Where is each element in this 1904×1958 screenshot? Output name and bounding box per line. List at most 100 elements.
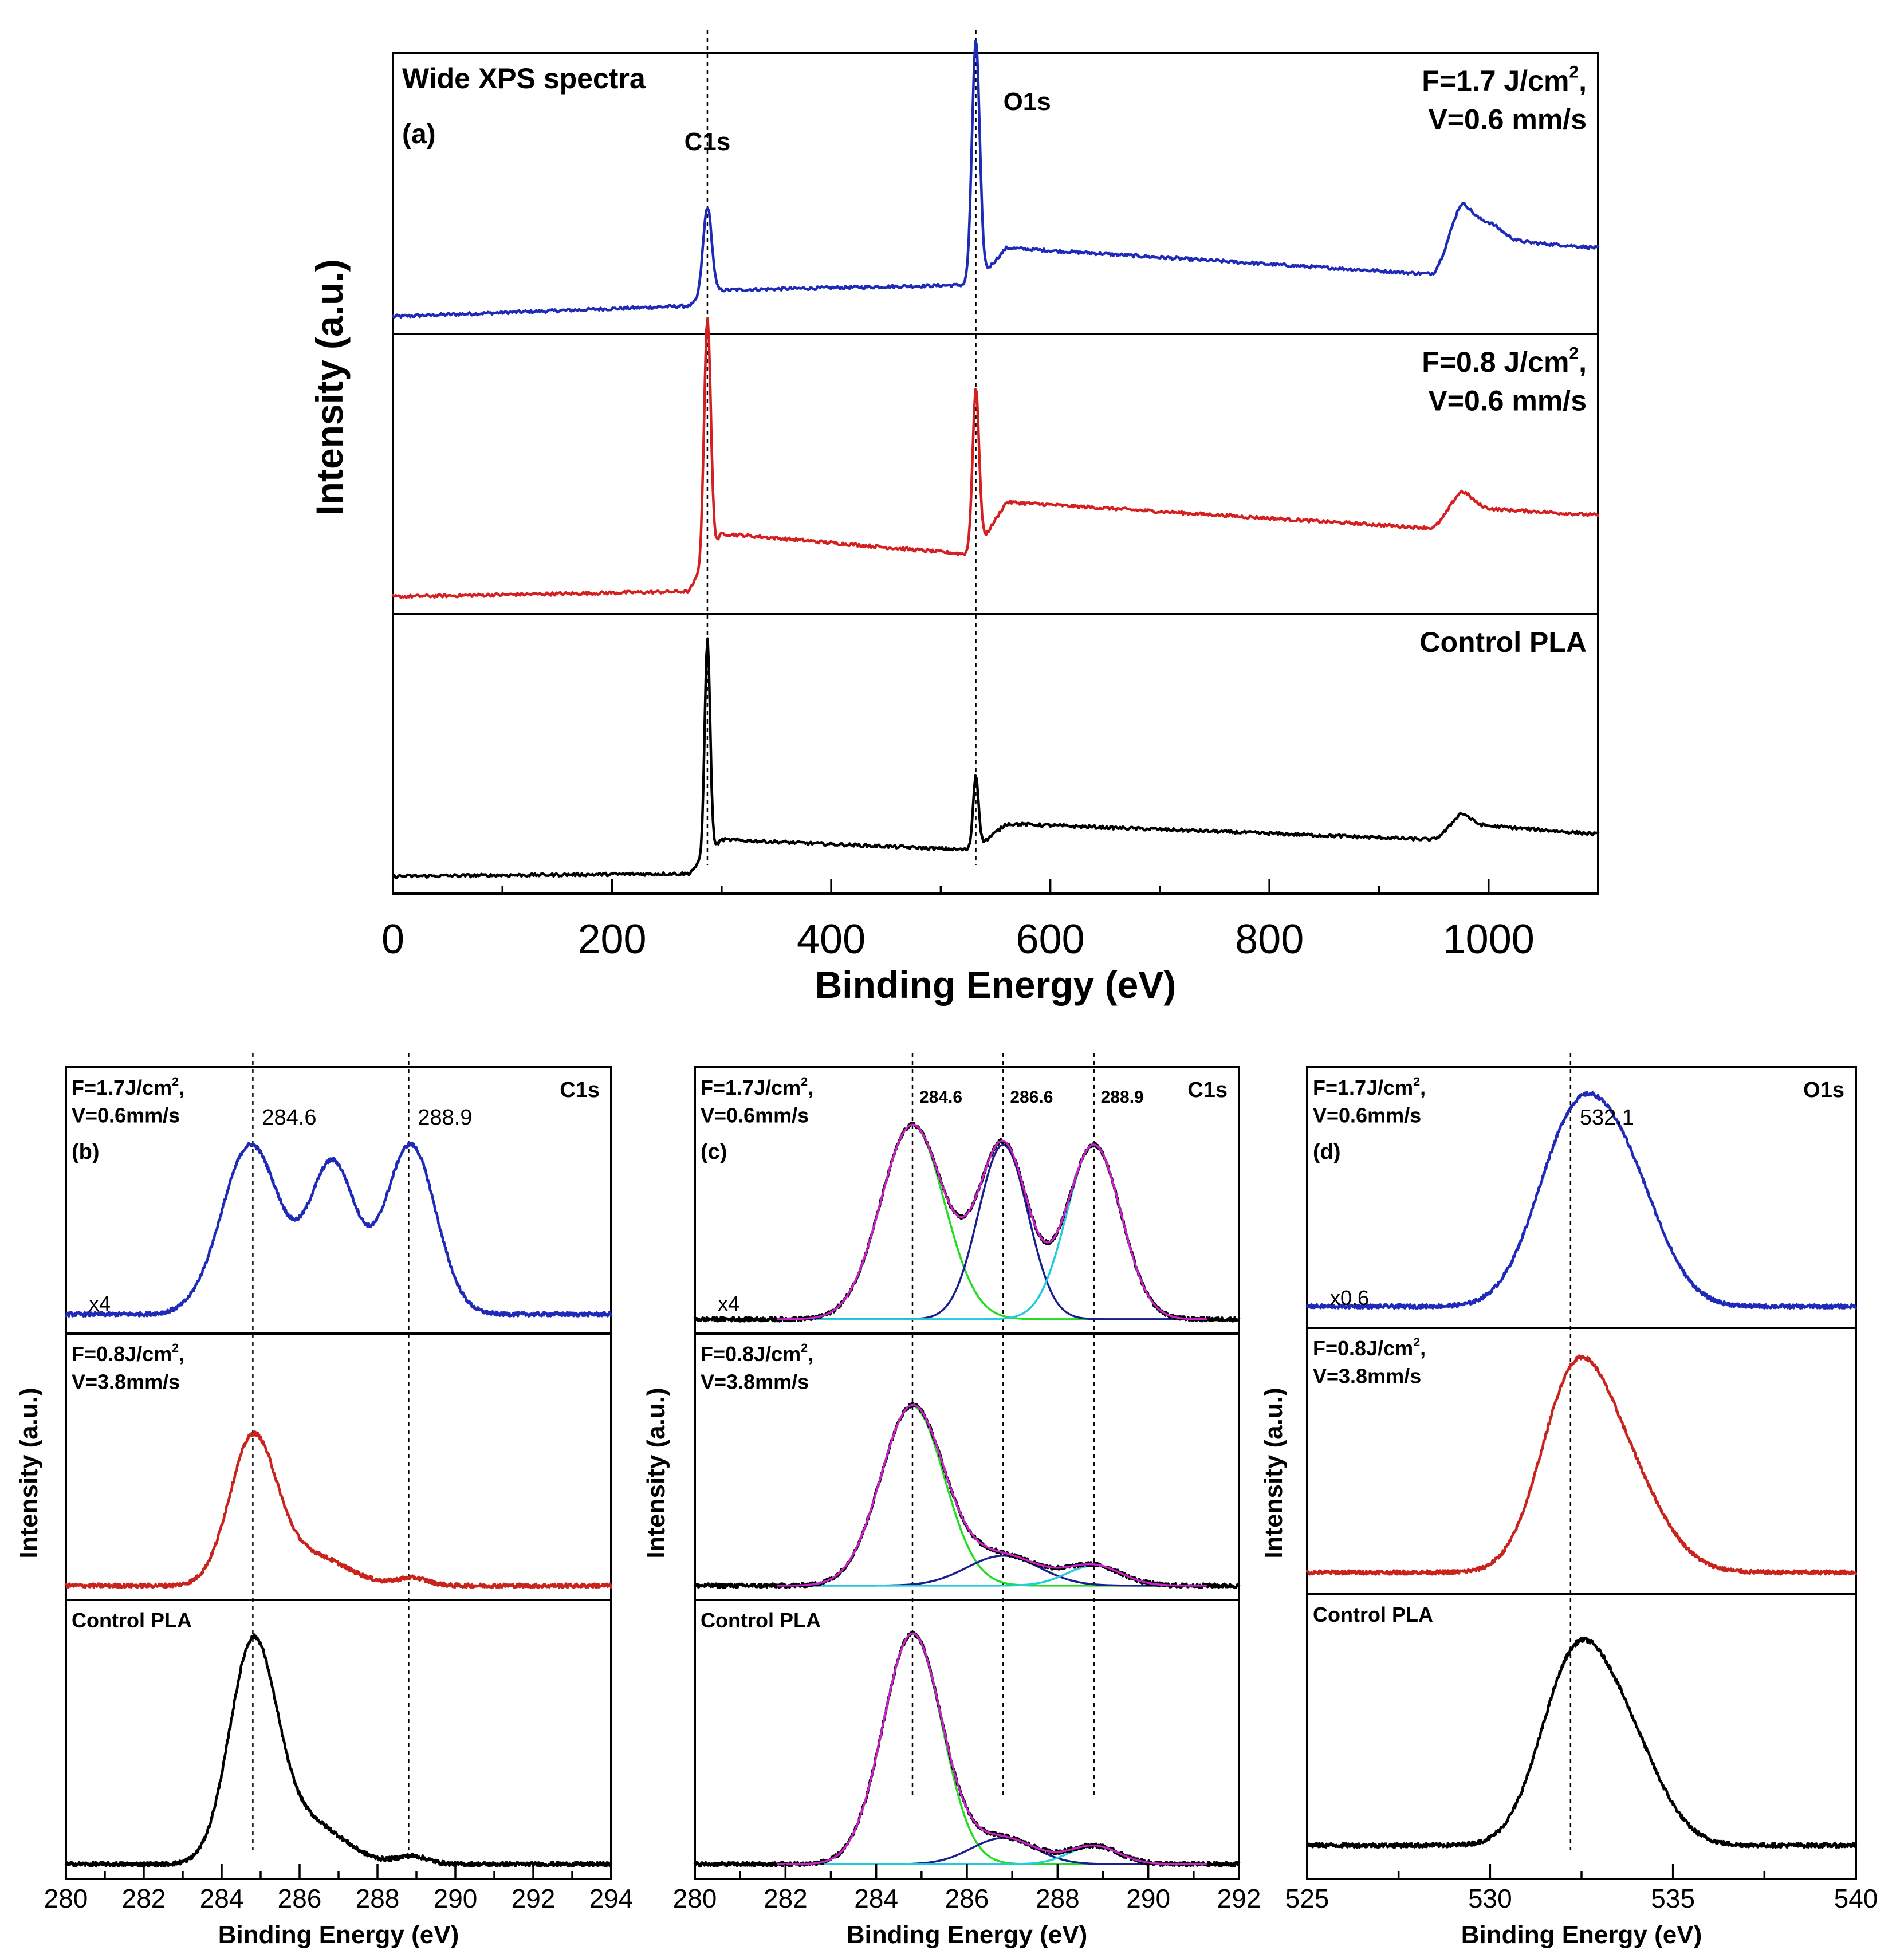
series-label: Control PLA [1419, 626, 1587, 658]
x-axis-label: Binding Energy (eV) [1461, 1921, 1702, 1949]
region-label: C1s [560, 1078, 600, 1102]
plot-frame [65, 1066, 612, 1880]
series-label: F=1.7J/cm2, [701, 1074, 813, 1099]
spectrum-line [391, 317, 1600, 600]
panel-label: (a) [402, 119, 436, 150]
scale-note: x0.6 [1330, 1286, 1369, 1310]
series-label: F=1.7J/cm2, [72, 1074, 184, 1099]
peak-annotation: 284.6 [262, 1106, 316, 1130]
spectrum-line [391, 40, 1600, 319]
spectrum-line [1305, 1090, 1858, 1310]
series-label: F=0.8 J/cm2, [1422, 344, 1587, 379]
x-tick-label: 294 [589, 1884, 634, 1913]
x-tick-label: 288 [356, 1884, 400, 1913]
series-label: F=1.7 J/cm2, [1422, 63, 1587, 97]
x-tick-label: 288 [1036, 1884, 1080, 1913]
peak-annotation: 284.6 [919, 1088, 962, 1107]
x-tick-label: 292 [512, 1884, 556, 1913]
spectrum-line [693, 1630, 1241, 1868]
series-label: Control PLA [72, 1609, 192, 1632]
series-label-line2: V=0.6mm/s [701, 1104, 809, 1127]
x-tick-label: 535 [1651, 1884, 1695, 1913]
peak-annotation: 288.9 [1101, 1088, 1144, 1107]
y-axis-label: Intensity (a.u.) [1260, 1387, 1288, 1558]
series-label-line2: V=3.8mm/s [72, 1370, 180, 1394]
x-tick-label: 600 [1016, 917, 1085, 962]
series-label-line2: V=3.8mm/s [701, 1370, 809, 1394]
x-tick-label: 530 [1468, 1884, 1512, 1913]
series-label-line2: V=0.6 mm/s [1428, 385, 1587, 417]
panel-label: (d) [1313, 1140, 1341, 1164]
fit-components [776, 1405, 1207, 1587]
series-label: F=0.8J/cm2, [1313, 1335, 1426, 1360]
x-tick-label: 282 [122, 1884, 166, 1913]
x-tick-label: 400 [797, 917, 866, 962]
chart-title: Wide XPS spectra [402, 62, 646, 95]
region-label: O1s [1803, 1078, 1844, 1102]
x-axis: 280 282 284 286 288 290 292 [673, 1864, 1261, 1913]
x-tick-label: 540 [1834, 1884, 1878, 1913]
x-tick-label: 290 [1126, 1884, 1170, 1913]
peak-label: O1s [1004, 88, 1051, 116]
series-label-line2: V=3.8mm/s [1313, 1365, 1421, 1388]
panel-b: F=1.7J/cm2, V=0.6mm/s F=0.8J/cm2, V=3.8mm/s… [15, 1053, 633, 1949]
x-tick-label: 525 [1285, 1884, 1329, 1913]
series-label: F=0.8J/cm2, [701, 1340, 813, 1366]
spectrum-line [391, 637, 1600, 879]
x-tick-label: 286 [945, 1884, 989, 1913]
y-axis-label: Intensity (a.u.) [15, 1387, 43, 1558]
x-axis: 525 530 535 540 [1285, 1864, 1878, 1913]
series-label: Control PLA [701, 1609, 821, 1632]
series-label-line2: V=0.6 mm/s [1428, 104, 1587, 136]
component-peak [776, 1405, 1207, 1587]
series-label: Control PLA [1313, 1603, 1433, 1626]
panel-a: F=1.7 J/cm2, V=0.6 mm/s F=0.8 J/cm2, V=0.6 … [308, 30, 1600, 1006]
series-label: F=0.8J/cm2, [72, 1340, 184, 1366]
envelope-fit [776, 1632, 1207, 1866]
x-tick-label: 284 [200, 1884, 244, 1913]
scale-note: x4 [89, 1292, 111, 1315]
x-axis-label: Binding Energy (eV) [218, 1921, 459, 1949]
panel-c: F=1.7J/cm2, V=0.6mm/s F=0.8J/cm2, V=3.8mm/s… [642, 1053, 1261, 1949]
x-tick-label: 290 [434, 1884, 478, 1913]
plot-frame [694, 1066, 1240, 1880]
spectrum-line [64, 1430, 613, 1589]
x-axis-label: Binding Energy (eV) [815, 964, 1177, 1006]
x-tick-label: 284 [854, 1884, 898, 1913]
plot-frame [392, 52, 1599, 895]
peak-annotation: 288.9 [418, 1106, 472, 1130]
envelope-fit [776, 1123, 1207, 1320]
x-axis: 280 282 284 286 288 290 292 294 [44, 1864, 634, 1913]
series-label-line2: V=0.6mm/s [1313, 1104, 1421, 1127]
component-peak [776, 1143, 1207, 1320]
envelope-fit [776, 1403, 1207, 1587]
x-axis-label: Binding Energy (eV) [847, 1921, 1087, 1949]
x-tick-label: 280 [44, 1884, 88, 1913]
peak-annotation: 532.1 [1580, 1106, 1634, 1130]
plot-frame [1306, 1066, 1857, 1880]
spectrum-line [1305, 1354, 1858, 1576]
x-tick-label: 292 [1217, 1884, 1261, 1913]
spectrum-line [64, 1633, 613, 1868]
x-tick-label: 286 [278, 1884, 322, 1913]
x-tick-label: 280 [673, 1884, 717, 1913]
x-tick-label: 0 [381, 917, 404, 962]
spectrum-line [1305, 1636, 1858, 1849]
scale-note: x4 [718, 1292, 739, 1315]
series-label-line2: V=0.6mm/s [72, 1104, 180, 1127]
x-tick-label: 800 [1235, 917, 1304, 962]
panel-label: (c) [701, 1140, 727, 1164]
fit-components [776, 1633, 1207, 1866]
region-label: C1s [1187, 1078, 1228, 1102]
x-tick-label: 282 [764, 1884, 808, 1913]
y-axis-label: Intensity (a.u.) [308, 259, 351, 515]
x-tick-label: 1000 [1443, 917, 1535, 962]
component-peak [776, 1633, 1207, 1866]
x-tick-label: 200 [577, 917, 646, 962]
series-label: F=1.7J/cm2, [1313, 1074, 1426, 1099]
panel-d: F=1.7J/cm2, V=0.6mm/s F=0.8J/cm2, V=3.8mm/s… [1260, 1053, 1878, 1949]
x-axis: 0 200 400 600 800 1000 [381, 879, 1599, 962]
spectrum-line [693, 1121, 1241, 1323]
peak-annotation: 286.6 [1010, 1088, 1053, 1107]
